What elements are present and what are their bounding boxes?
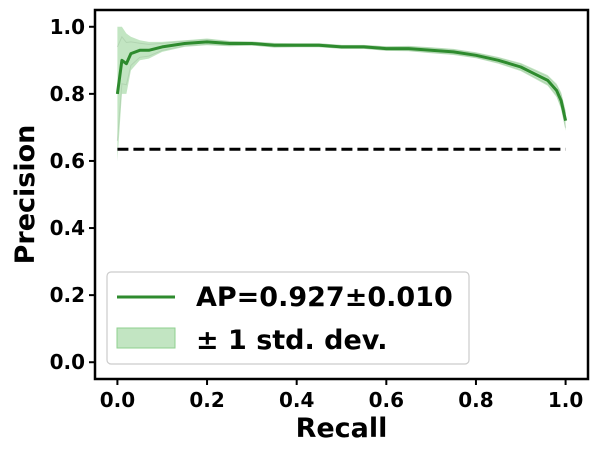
legend-patch-swatch	[116, 327, 176, 349]
y-axis-label: Precision	[10, 125, 41, 265]
y-tick-label: 0.0	[50, 350, 85, 374]
x-axis-ticks: 0.0 0.2 0.4 0.6 0.8 1.0	[100, 379, 583, 412]
legend-label-mean: AP=0.927±0.010	[196, 282, 453, 313]
x-tick-label: 0.8	[458, 388, 493, 412]
legend-label-std: ± 1 std. dev.	[196, 325, 387, 356]
fold-curve-1	[116, 41, 567, 121]
x-tick-label: 0.4	[279, 388, 314, 412]
x-axis-label: Recall	[296, 413, 388, 444]
plot-frame	[93, 8, 590, 381]
mean-pr-line	[115, 40, 568, 122]
x-tick-label: 0.6	[369, 388, 404, 412]
x-tick-label: 1.0	[548, 388, 583, 412]
y-tick-label: 0.4	[50, 216, 85, 240]
y-tick-label: 0.2	[50, 283, 85, 307]
x-tick-label: 0.0	[100, 388, 135, 412]
fold-curves	[116, 35, 567, 141]
y-tick-label: 0.8	[50, 82, 85, 106]
y-tick-label: 0.6	[50, 149, 85, 173]
x-tick-label: 0.2	[189, 388, 224, 412]
legend: AP=0.927±0.010 ± 1 std. dev.	[106, 271, 470, 365]
y-axis-ticks: 0.0 0.2 0.4 0.6 0.8 1.0	[50, 15, 95, 374]
y-tick-label: 1.0	[50, 15, 85, 39]
legend-box	[106, 271, 470, 365]
